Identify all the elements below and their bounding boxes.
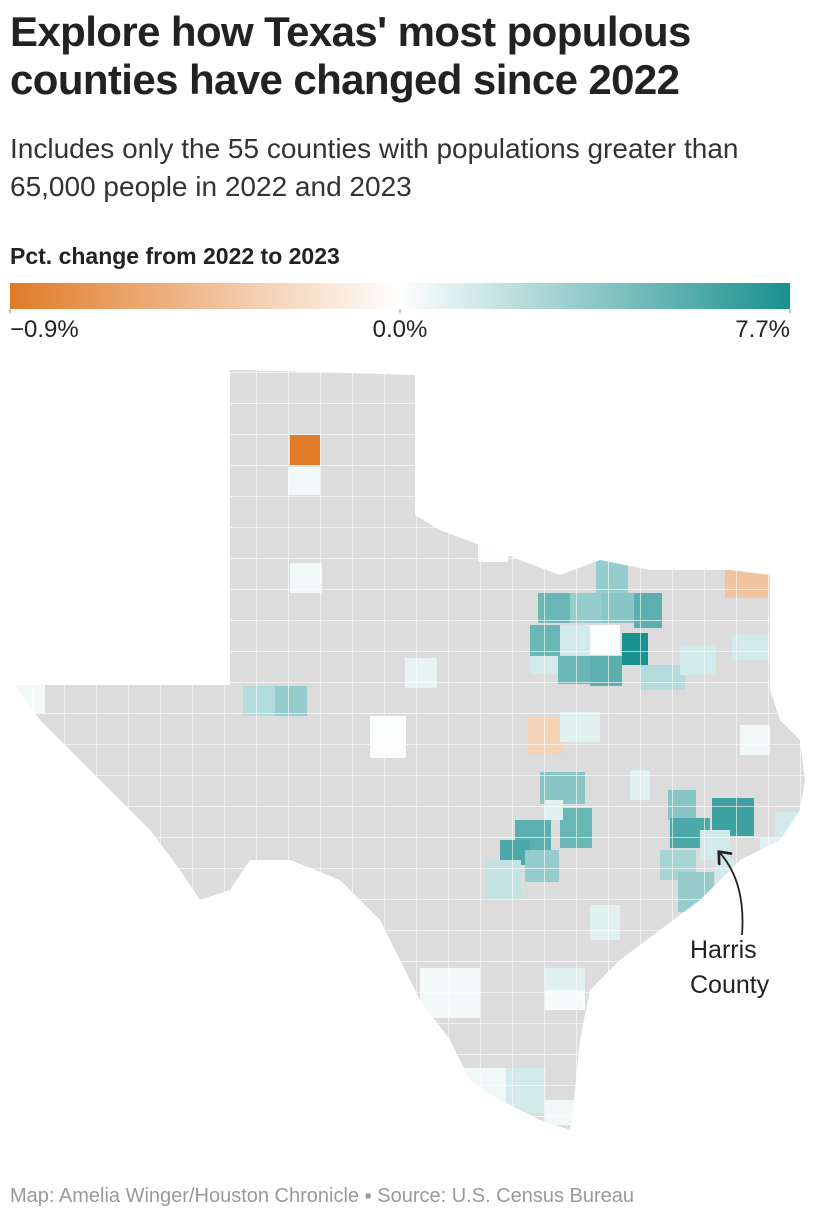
annotation: County (690, 971, 770, 999)
annotation-arrow (720, 853, 744, 936)
title: Explore how Texas' most populous countie… (10, 8, 691, 103)
map: Harris County −0.9% 0.0% 7.7% (9, 283, 805, 1130)
source: Map: Amelia Winger/Houston Chronicle ▪ S… (10, 1185, 635, 1207)
texas (15, 370, 805, 1130)
annotation: Harris (690, 936, 757, 964)
legend-title: Pct. change from 2022 to 2023 (10, 243, 340, 269)
legend-tick-label: 0.0% (373, 316, 428, 343)
subtitle: Includes only the 55 counties with popul… (10, 133, 739, 202)
legend-tick-label: −0.9% (10, 316, 79, 343)
legend-bar (10, 283, 790, 309)
legend-tick-label: 7.7% (735, 316, 790, 343)
county-borders (15, 370, 805, 1130)
